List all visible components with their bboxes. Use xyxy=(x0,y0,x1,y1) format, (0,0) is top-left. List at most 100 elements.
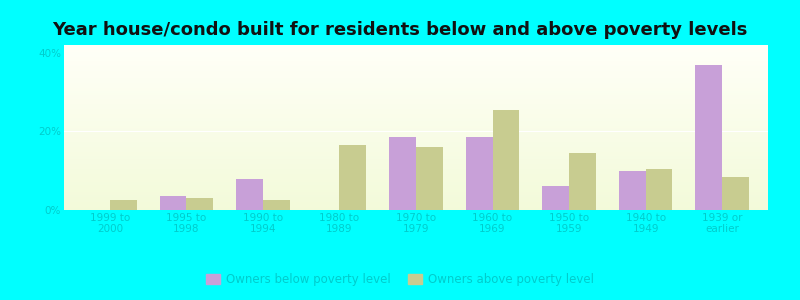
Bar xyxy=(64,93,768,94)
Bar xyxy=(64,207,768,208)
Bar xyxy=(64,76,768,78)
Bar xyxy=(64,205,768,207)
Bar xyxy=(64,56,768,58)
Bar xyxy=(64,65,768,66)
Bar xyxy=(64,83,768,85)
Bar xyxy=(263,200,290,210)
Bar xyxy=(416,147,442,210)
Bar xyxy=(64,185,768,187)
Bar xyxy=(64,68,768,70)
Bar xyxy=(64,197,768,199)
Bar xyxy=(64,98,768,99)
Bar xyxy=(64,122,768,124)
Bar xyxy=(64,141,768,142)
Bar xyxy=(64,129,768,131)
Bar xyxy=(64,188,768,190)
Bar xyxy=(64,75,768,76)
Bar xyxy=(64,192,768,194)
Bar xyxy=(236,178,263,210)
Bar xyxy=(64,61,768,63)
Bar xyxy=(64,70,768,71)
Bar xyxy=(64,78,768,80)
Bar xyxy=(64,58,768,60)
Bar xyxy=(64,144,768,146)
Bar xyxy=(64,121,768,122)
Bar xyxy=(390,137,416,210)
Bar xyxy=(64,170,768,172)
Bar xyxy=(64,53,768,55)
Bar xyxy=(569,153,596,210)
Bar xyxy=(64,104,768,106)
Bar xyxy=(64,124,768,126)
Bar xyxy=(64,147,768,149)
Bar xyxy=(64,199,768,200)
Bar xyxy=(64,203,768,205)
Bar xyxy=(64,100,768,101)
Bar xyxy=(64,111,768,112)
Bar xyxy=(64,142,768,144)
Bar xyxy=(64,172,768,174)
Bar xyxy=(64,45,768,46)
Bar xyxy=(64,81,768,83)
Bar xyxy=(64,139,768,141)
Bar xyxy=(64,94,768,96)
Bar xyxy=(64,112,768,114)
Bar xyxy=(64,63,768,65)
Bar xyxy=(64,80,768,81)
Bar xyxy=(493,110,519,210)
Bar xyxy=(110,200,137,210)
Bar xyxy=(64,177,768,178)
Bar xyxy=(695,64,722,210)
Bar xyxy=(64,48,768,50)
Bar xyxy=(64,60,768,61)
Bar xyxy=(64,187,768,188)
Bar xyxy=(64,208,768,210)
Bar xyxy=(64,155,768,157)
Bar xyxy=(64,152,768,154)
Bar xyxy=(64,184,768,185)
Bar xyxy=(466,137,493,210)
Bar xyxy=(64,91,768,93)
Bar xyxy=(64,137,768,139)
Bar xyxy=(646,169,672,210)
Bar xyxy=(64,157,768,159)
Bar xyxy=(64,202,768,203)
Bar xyxy=(64,164,768,165)
Bar xyxy=(64,167,768,169)
Bar xyxy=(64,194,768,195)
Bar xyxy=(64,103,768,104)
Bar xyxy=(64,180,768,182)
Bar xyxy=(64,85,768,86)
Bar xyxy=(64,66,768,68)
Bar xyxy=(64,101,768,103)
Bar xyxy=(64,128,768,129)
Bar xyxy=(64,114,768,116)
Bar xyxy=(64,118,768,119)
Bar xyxy=(64,190,768,192)
Bar xyxy=(64,165,768,167)
Bar xyxy=(64,52,768,53)
Bar xyxy=(64,71,768,73)
Bar xyxy=(64,55,768,56)
Bar xyxy=(186,198,214,210)
Bar xyxy=(542,186,569,210)
Bar xyxy=(64,46,768,48)
Bar xyxy=(64,160,768,162)
Bar xyxy=(722,177,749,210)
Bar xyxy=(618,171,646,210)
Bar xyxy=(160,196,186,210)
Bar xyxy=(64,116,768,118)
Bar xyxy=(64,149,768,151)
Bar xyxy=(64,146,768,147)
Bar xyxy=(64,126,768,128)
Bar xyxy=(64,174,768,175)
Bar xyxy=(64,200,768,202)
Bar xyxy=(64,119,768,121)
Bar xyxy=(64,89,768,91)
Bar xyxy=(64,195,768,197)
Bar xyxy=(64,169,768,170)
Bar xyxy=(64,175,768,177)
Bar xyxy=(64,151,768,152)
Bar xyxy=(64,73,768,75)
Bar xyxy=(339,145,366,210)
